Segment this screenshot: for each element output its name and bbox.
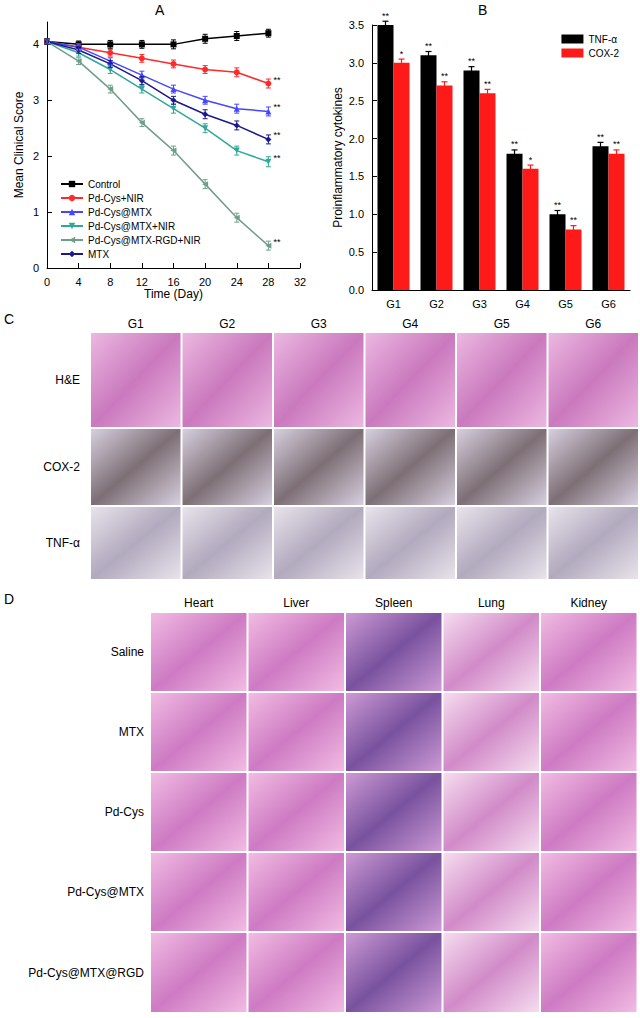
svg-text:**: **	[425, 41, 433, 51]
svg-text:**: **	[382, 11, 390, 21]
svg-text:1.0: 1.0	[349, 208, 364, 220]
svg-text:MTX: MTX	[88, 249, 109, 260]
svg-text:Pd-Cys@MTX: Pd-Cys@MTX	[67, 885, 144, 899]
svg-text:TNF-α: TNF-α	[588, 34, 617, 45]
svg-text:28: 28	[262, 276, 274, 288]
svg-text:Saline: Saline	[111, 645, 145, 659]
svg-text:G5: G5	[494, 317, 510, 331]
svg-text:2: 2	[33, 150, 39, 162]
svg-text:**: **	[273, 75, 281, 85]
svg-text:Heart: Heart	[184, 596, 214, 610]
svg-text:**: **	[273, 153, 281, 163]
svg-text:G1: G1	[386, 298, 401, 310]
svg-text:G6: G6	[601, 298, 616, 310]
svg-text:20: 20	[199, 276, 211, 288]
svg-text:1.5: 1.5	[349, 170, 364, 182]
svg-text:**: **	[484, 79, 492, 89]
svg-text:A: A	[155, 2, 165, 18]
svg-text:D: D	[4, 591, 14, 607]
svg-text:16: 16	[167, 276, 179, 288]
svg-text:3: 3	[33, 94, 39, 106]
svg-text:Spleen: Spleen	[375, 596, 412, 610]
svg-text:G4: G4	[515, 298, 530, 310]
svg-text:Pd-Cys@MTX@RGD: Pd-Cys@MTX@RGD	[28, 966, 144, 980]
svg-text:1: 1	[33, 206, 39, 218]
svg-text:2.5: 2.5	[349, 95, 364, 107]
svg-text:2.0: 2.0	[349, 133, 364, 145]
svg-text:4: 4	[76, 276, 82, 288]
svg-text:COX-2: COX-2	[588, 48, 619, 59]
svg-text:3.0: 3.0	[349, 57, 364, 69]
svg-text:Pd-Cys@MTX+NIR: Pd-Cys@MTX+NIR	[88, 221, 175, 232]
svg-text:MTX: MTX	[119, 725, 144, 739]
svg-text:**: **	[511, 139, 519, 149]
svg-text:Kidney: Kidney	[570, 596, 607, 610]
svg-text:24: 24	[231, 276, 243, 288]
svg-text:**: **	[613, 139, 621, 149]
svg-text:COX-2: COX-2	[43, 460, 80, 474]
svg-text:**: **	[273, 237, 281, 247]
svg-text:*: *	[400, 49, 404, 59]
svg-text:Pd-Cys@MTX-RGD+NIR: Pd-Cys@MTX-RGD+NIR	[88, 235, 201, 246]
svg-text:G6: G6	[585, 317, 601, 331]
svg-text:Mean Clinical Score: Mean Clinical Score	[12, 91, 26, 198]
svg-text:**: **	[273, 102, 281, 112]
svg-text:Liver: Liver	[283, 596, 309, 610]
svg-text:3.5: 3.5	[349, 19, 364, 31]
svg-text:**: **	[554, 200, 562, 210]
svg-text:G1: G1	[128, 317, 144, 331]
svg-text:**: **	[597, 132, 605, 142]
svg-text:0.0: 0.0	[349, 284, 364, 296]
svg-text:G5: G5	[558, 298, 573, 310]
svg-text:Pd-Cys: Pd-Cys	[105, 805, 144, 819]
svg-text:Proinflammatory cytokines: Proinflammatory cytokines	[331, 87, 345, 228]
svg-text:B: B	[478, 2, 487, 18]
svg-text:C: C	[4, 311, 14, 327]
svg-text:0: 0	[44, 276, 50, 288]
svg-text:Control: Control	[88, 179, 120, 190]
svg-text:G2: G2	[429, 298, 444, 310]
svg-text:Lung: Lung	[478, 596, 505, 610]
svg-text:TNF-α: TNF-α	[46, 536, 80, 550]
svg-text:12: 12	[136, 276, 148, 288]
svg-text:G2: G2	[219, 317, 235, 331]
svg-text:**: **	[441, 71, 449, 81]
svg-text:H&E: H&E	[55, 373, 80, 387]
svg-text:0.5: 0.5	[349, 246, 364, 258]
svg-text:**: **	[468, 56, 476, 66]
svg-text:Time (Day): Time (Day)	[144, 287, 203, 301]
svg-text:G4: G4	[402, 317, 418, 331]
svg-text:**: **	[570, 215, 578, 225]
svg-text:8: 8	[107, 276, 113, 288]
svg-text:Pd-Cys+NIR: Pd-Cys+NIR	[88, 193, 144, 204]
svg-text:*: *	[529, 155, 533, 165]
svg-text:4: 4	[33, 38, 39, 50]
svg-text:32: 32	[294, 276, 306, 288]
svg-text:0: 0	[33, 262, 39, 274]
svg-text:G3: G3	[311, 317, 327, 331]
svg-text:Pd-Cys@MTX: Pd-Cys@MTX	[88, 207, 152, 218]
svg-text:**: **	[273, 130, 281, 140]
svg-text:G3: G3	[472, 298, 487, 310]
